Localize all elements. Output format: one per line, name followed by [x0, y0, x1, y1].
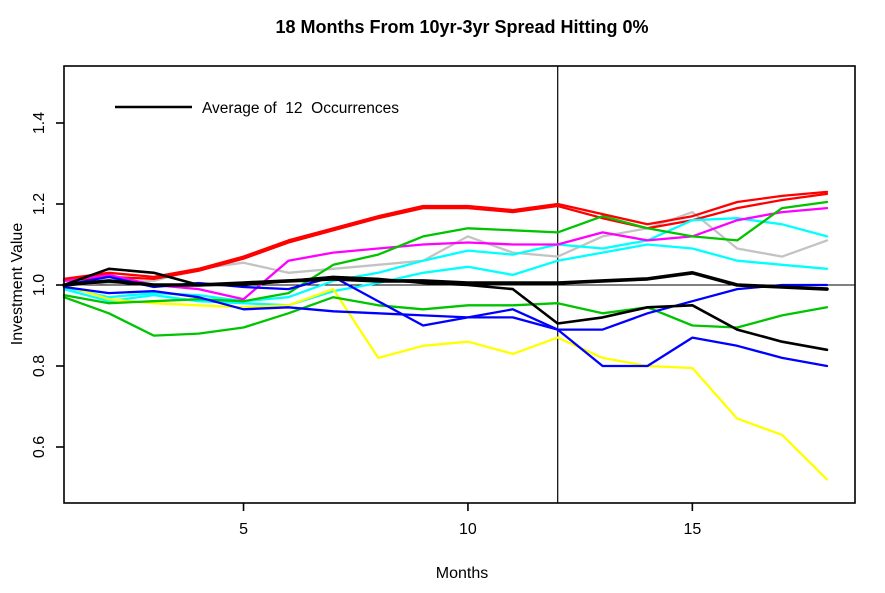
y-axis-label: Investment Value	[9, 223, 26, 346]
series-line-occurrence-red-2	[62, 192, 829, 283]
plot-border	[63, 65, 856, 504]
series-line-occurrence-red-1	[62, 190, 829, 281]
x-tick-label: 10	[459, 521, 477, 538]
series-lines	[62, 190, 829, 481]
series-line-occurrence-magenta	[62, 206, 829, 301]
series-line-occurrence-cyan-1	[62, 217, 829, 303]
y-tick-label: 0.6	[31, 436, 48, 458]
chart-title: 18 Months From 10yr-3yr Spread Hitting 0…	[275, 17, 648, 37]
series-line-occurrence-green-1	[62, 200, 829, 305]
y-tick-label: 0.8	[31, 355, 48, 377]
x-tick-label: 15	[683, 521, 701, 538]
series-line-average	[62, 270, 829, 291]
y-tick-label: 1.2	[31, 193, 48, 215]
series-line-occurrence-yellow	[62, 283, 829, 481]
series-line-occurrence-green-2	[62, 296, 829, 337]
x-tick-label: 5	[239, 521, 248, 538]
series-line-occurrence-black	[62, 267, 829, 352]
series-line-occurrence-blue-2	[62, 285, 829, 368]
y-tick-label: 1.0	[31, 274, 48, 296]
y-tick-label: 1.4	[31, 112, 48, 134]
legend-label: Average of 12 Occurrences	[202, 100, 399, 117]
axis-ticks: 5 10 15 0.6 0.8 1.0 1.2 1.4	[31, 112, 701, 538]
legend: Average of 12 Occurrences	[115, 100, 399, 117]
x-axis-label: Months	[436, 565, 488, 582]
